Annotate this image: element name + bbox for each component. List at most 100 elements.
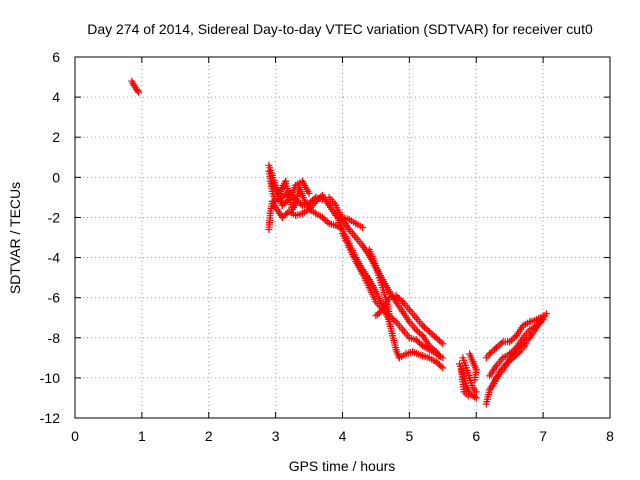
data-point	[509, 347, 517, 355]
data-point	[280, 212, 288, 220]
data-point	[392, 292, 400, 300]
y-tick-label: -12	[40, 410, 60, 426]
y-tick-label: -6	[48, 290, 61, 306]
data-point	[134, 87, 141, 95]
data-point	[394, 293, 402, 301]
data-point	[434, 335, 442, 343]
data-point	[422, 325, 430, 333]
data-points	[128, 77, 550, 408]
data-point	[278, 201, 286, 209]
data-point	[489, 347, 497, 355]
data-point	[532, 322, 540, 330]
data-point	[511, 352, 519, 360]
data-point	[417, 340, 425, 348]
data-point	[359, 224, 367, 231]
data-point	[506, 338, 514, 346]
x-tick-label: 6	[472, 428, 480, 444]
series-cluster-c	[456, 350, 480, 402]
data-point	[522, 340, 530, 348]
y-tick-label: -2	[48, 209, 61, 225]
x-tick-labels: 0 1 2 3 4 5 6 7 8	[71, 428, 614, 444]
data-point	[472, 388, 480, 396]
data-point	[412, 336, 420, 344]
data-point	[539, 316, 547, 324]
y-tick-label: 2	[52, 129, 60, 145]
data-point	[439, 340, 447, 348]
data-point	[414, 337, 422, 345]
y-tick-label: 6	[52, 49, 60, 65]
data-point	[387, 313, 395, 321]
x-tick-label: 7	[539, 428, 547, 444]
data-point	[464, 392, 472, 400]
y-axis-label: SDTVAR / TECUs	[7, 182, 23, 294]
data-point	[514, 349, 522, 357]
x-tick-label: 5	[405, 428, 413, 444]
data-point	[534, 320, 542, 328]
data-point	[278, 213, 286, 221]
data-point	[538, 317, 545, 325]
data-point	[436, 337, 443, 345]
data-point	[502, 360, 510, 368]
data-point	[434, 359, 442, 367]
data-point	[486, 350, 494, 358]
data-point	[524, 335, 532, 343]
data-point	[318, 195, 326, 203]
data-point	[305, 199, 313, 207]
x-tick-label: 8	[606, 428, 614, 444]
data-point	[424, 326, 432, 334]
data-point	[415, 339, 423, 347]
data-point	[283, 197, 291, 205]
data-point	[431, 332, 438, 340]
data-point	[417, 330, 425, 338]
data-point	[511, 333, 519, 341]
data-point	[389, 315, 397, 323]
x-axis-label: GPS time / hours	[289, 458, 396, 474]
data-point	[419, 322, 427, 330]
data-point	[436, 361, 443, 369]
data-point	[420, 323, 428, 331]
data-point	[324, 218, 331, 226]
data-point	[506, 357, 514, 365]
data-point	[536, 319, 544, 327]
x-tick-label: 2	[205, 428, 213, 444]
data-point	[427, 329, 435, 337]
data-point	[504, 358, 512, 366]
data-point	[295, 198, 303, 206]
data-point	[509, 354, 517, 362]
grid	[75, 57, 610, 418]
series-cluster-b	[325, 193, 447, 372]
data-point	[492, 344, 500, 352]
data-point	[320, 215, 328, 223]
data-point	[308, 196, 316, 204]
data-point	[425, 328, 433, 336]
data-point	[372, 312, 380, 320]
chart-title: Day 274 of 2014, Sidereal Day-to-day VTE…	[87, 21, 593, 37]
data-point	[439, 354, 447, 362]
data-point	[472, 394, 480, 402]
y-tick-label: 4	[52, 89, 60, 105]
data-point	[471, 376, 479, 384]
x-tick-label: 1	[138, 428, 146, 444]
series-cluster-d	[482, 310, 550, 408]
data-point	[305, 189, 313, 197]
data-point	[497, 339, 505, 347]
data-point	[471, 393, 479, 401]
data-point	[496, 341, 504, 349]
data-point	[494, 342, 502, 350]
data-point	[509, 335, 517, 343]
data-point	[318, 213, 326, 221]
data-point	[412, 326, 420, 334]
data-point	[282, 198, 290, 206]
data-point	[437, 362, 445, 370]
data-point	[292, 195, 300, 203]
data-point	[374, 310, 382, 318]
plot-frame	[74, 56, 611, 419]
data-point	[135, 88, 142, 96]
data-point	[414, 327, 422, 335]
data-point	[439, 364, 447, 372]
series-early	[128, 77, 142, 96]
data-point	[310, 195, 318, 203]
data-point	[437, 338, 445, 346]
y-tick-label: -8	[48, 330, 61, 346]
